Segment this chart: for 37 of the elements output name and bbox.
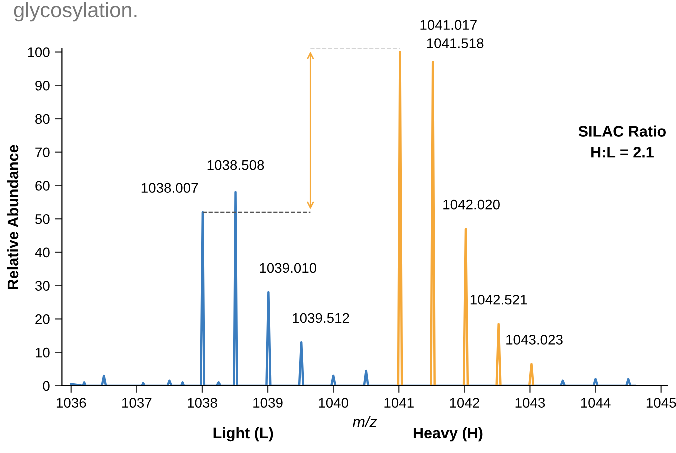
annotation: 1038.007 — [142, 183, 198, 194]
x-tick-label: 1041 — [384, 398, 414, 408]
annotation: 1039.512 — [293, 313, 350, 324]
y-tick-label: 20 — [36, 314, 50, 324]
x-tick-label: 1038 — [188, 398, 218, 408]
y-tick-label: 60 — [36, 181, 50, 191]
y-tick-label: 40 — [35, 248, 50, 258]
annotation: 1041.518 — [427, 38, 484, 48]
annotation: 1043.023 — [506, 335, 563, 345]
text: Heavy (H) — [414, 427, 483, 442]
y-tick-label: 0 — [43, 381, 50, 392]
y-tick-label: 70 — [36, 148, 50, 158]
x-tick-label: 1043 — [516, 398, 546, 408]
annotation: 1042.521 — [470, 294, 528, 305]
y-tick-label: 100 — [28, 48, 50, 58]
y-tick-label: 90 — [36, 80, 50, 91]
y-axis-title: Relative Abundance — [7, 145, 19, 290]
x-tick-label: 1040 — [319, 398, 348, 408]
x-tick-label: 1036 — [56, 398, 86, 408]
x-tick-label: 1045 — [646, 398, 676, 408]
x-tick-label: 1039 — [254, 398, 283, 408]
x-tick-label: 1042 — [450, 398, 480, 408]
x-axis-title: m/z — [352, 416, 378, 428]
y-tick-label: 30 — [35, 281, 50, 292]
annotation: 1041.017 — [420, 20, 477, 30]
x-tick-label: 1037 — [122, 398, 152, 408]
annotation: 1038.508 — [208, 160, 264, 170]
annotation: SILAC Ratio H:L = 2.1 — [578, 126, 666, 158]
text: glycosylation. — [14, 2, 137, 22]
annotation: 1042.020 — [444, 200, 500, 210]
y-tick-label: 10 — [36, 348, 50, 358]
line-series — [70, 191, 636, 386]
y-tick-label: 80 — [36, 114, 50, 124]
y-tick-label: 50 — [35, 214, 50, 224]
annotation: 1039.010 — [260, 263, 317, 274]
text: Light (L) — [214, 427, 274, 442]
x-tick-label: 1044 — [581, 398, 611, 408]
